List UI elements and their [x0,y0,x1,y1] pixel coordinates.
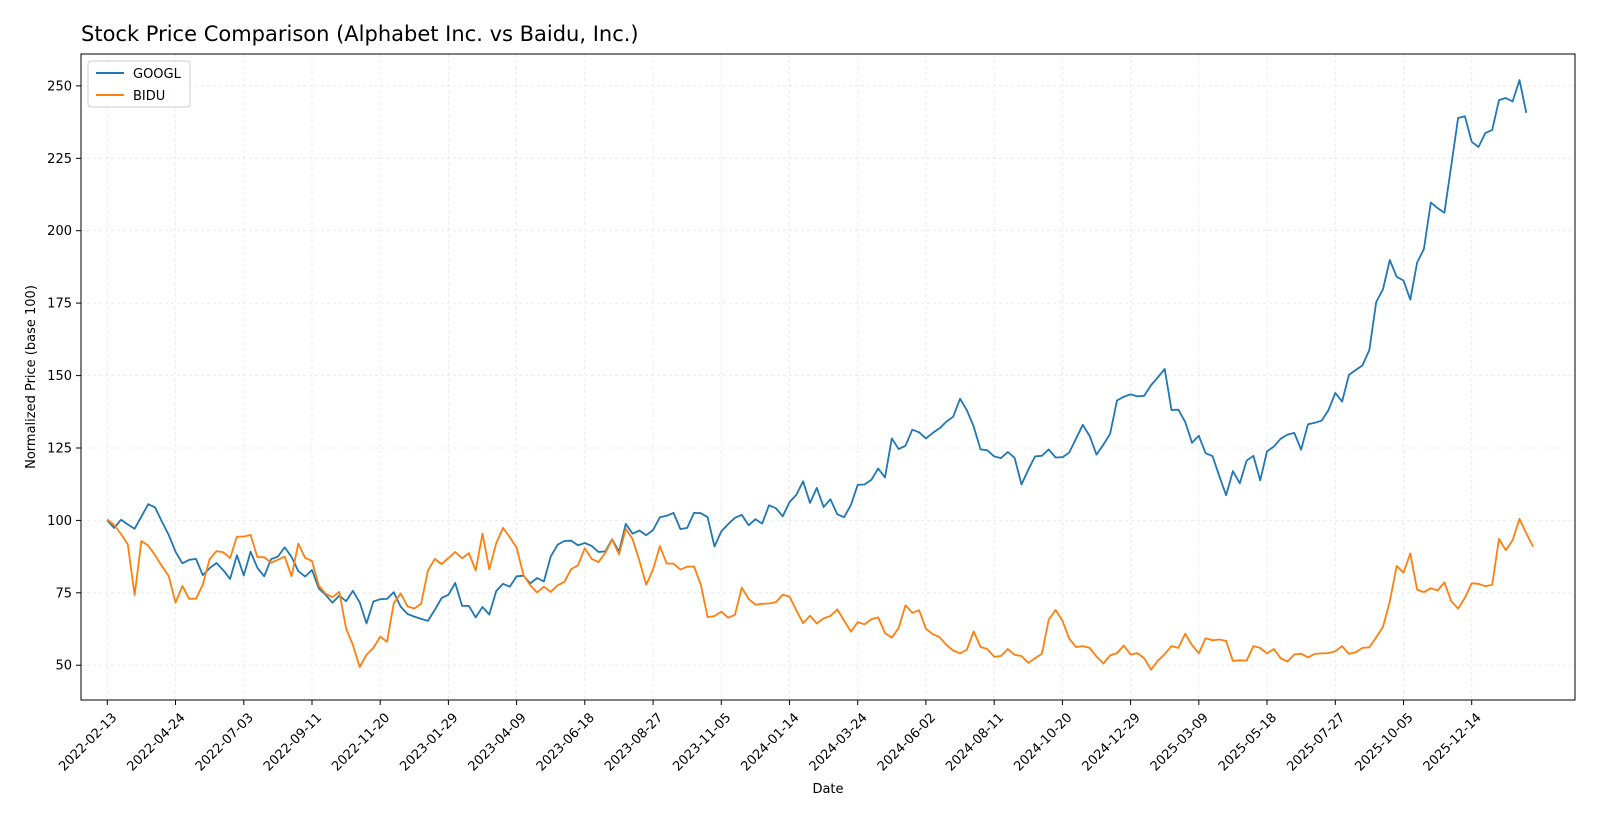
y-tick-label: 225 [47,152,72,167]
y-tick-label: 250 [47,79,72,94]
x-axis: 2022-02-13 2022-04-24 2022-07-03 2022-09-11… [56,700,1485,774]
x-tick-label: 2023-04-09 [466,710,530,774]
legend: GOOGL BIDU [87,60,191,108]
plot-area-frame [80,53,1576,701]
x-tick-label: 2025-12-14 [1421,710,1485,774]
x-tick-label: 2023-01-29 [397,710,461,774]
x-tick-label: 2024-01-14 [739,710,803,774]
series-line-bidu [106,518,1534,671]
x-tick-label: 2022-07-03 [193,710,257,774]
y-axis: 50 75 100 125 150 175 200 225 250 [47,79,81,674]
x-tick-label: 2024-06-02 [875,710,939,774]
x-tick-label: 2025-10-05 [1353,710,1417,774]
series-lines [106,79,1534,671]
x-tick-label: 2025-05-18 [1216,710,1280,774]
chart-title: Stock Price Comparison (Alphabet Inc. vs… [81,22,639,46]
grid-lines [81,54,1575,700]
series-line-googl [106,79,1528,625]
x-tick-label: 2025-07-27 [1284,710,1348,774]
legend-label-bidu: BIDU [133,89,165,104]
y-tick-label: 200 [47,224,72,239]
y-tick-label: 75 [55,586,72,601]
y-tick-label: 50 [55,659,72,674]
x-tick-label: 2023-06-18 [534,710,598,774]
x-tick-label: 2024-03-24 [807,710,871,774]
x-tick-label: 2022-04-24 [125,710,189,774]
y-axis-label: Normalized Price (base 100) [24,285,39,469]
x-tick-label: 2024-12-29 [1080,710,1144,774]
x-tick-label: 2025-03-09 [1148,710,1212,774]
x-axis-label: Date [812,782,843,797]
x-tick-label: 2024-10-20 [1011,710,1075,774]
legend-label-googl: GOOGL [133,67,182,82]
x-tick-label: 2022-11-20 [329,710,393,774]
y-tick-label: 175 [47,297,72,312]
x-tick-label: 2022-02-13 [56,710,120,774]
x-tick-label: 2024-08-11 [943,710,1007,774]
x-tick-label: 2022-09-11 [261,710,325,774]
y-tick-label: 125 [47,442,72,457]
y-tick-label: 100 [47,514,72,529]
x-tick-label: 2023-11-05 [670,710,734,774]
y-tick-label: 150 [47,369,72,384]
x-tick-label: 2023-08-27 [602,710,666,774]
